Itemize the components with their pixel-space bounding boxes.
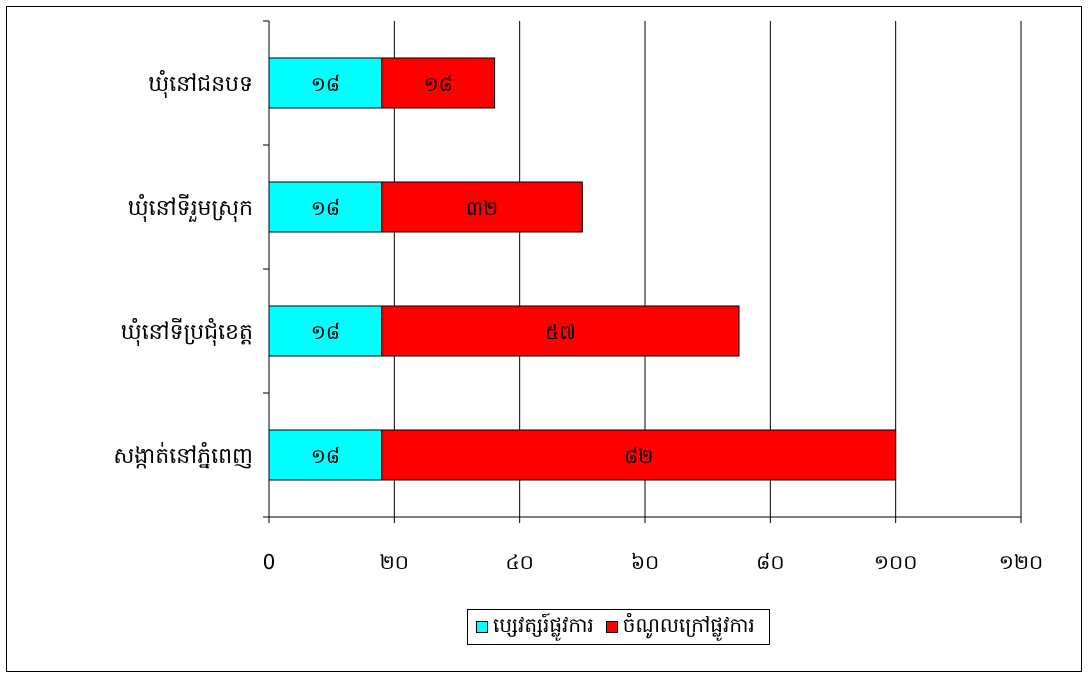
legend-label-unofficial: ចំណូលក្រៅផ្លូវការ [622,613,755,637]
legend-swatch-unofficial [605,621,618,633]
data-label: ១៨ [311,320,340,344]
x-tick-label: ២០ [380,550,409,574]
legend-label-official: ប្សេវត្សរ៍ផ្លូវការ [493,613,594,637]
bar-official [268,57,383,109]
x-tick-label: ១០០ [874,550,917,574]
legend-swatch-official [476,621,488,633]
chart-frame: 0 ២០ ៤០ ៦០ ៨០ ១០០ ១២០ ឃុំនៅជនបទ ១៨ ១៨ ឃុំនៅទីរួមស្… [6,6,1082,672]
data-label: ១៨ [424,72,453,96]
data-label: ១៨ [311,444,340,468]
data-label: ៥៧ [545,320,576,344]
bar-unofficial [381,305,740,357]
x-tick-label: ៦០ [631,550,659,574]
data-label: ៣២ [466,196,498,220]
x-tick-label: ៨០ [756,550,784,574]
x-tick-label: ៤០ [506,550,534,574]
x-tick-label: ១២០ [999,550,1043,574]
data-label: ១៨ [311,72,340,96]
category-label: សង្កាត់នៅភ្នំពេញ [113,442,253,469]
x-tick-label: 0 [263,550,276,574]
legend-item-unofficial: ចំណូលក្រៅផ្លូវការ [605,612,755,642]
category-label: ឃុំនៅទីរួមស្រុក [128,194,253,222]
bar-unofficial [381,181,583,233]
chart-legend: ប្សេវត្សរ៍ផ្លូវការ ចំណូលក្រៅផ្លូវការ [467,609,770,645]
bar-unofficial [381,429,897,481]
category-label: ឃុំនៅទីប្រជុំខេត្ត [121,318,253,346]
data-label: ៨២ [624,444,653,468]
bar-official [268,181,383,233]
bar-unofficial [381,57,496,109]
data-label: ១៨ [311,196,340,220]
legend-item-official: ប្សេវត្សរ៍ផ្លូវការ [476,612,594,642]
category-label: ឃុំនៅជនបទ [148,70,253,98]
